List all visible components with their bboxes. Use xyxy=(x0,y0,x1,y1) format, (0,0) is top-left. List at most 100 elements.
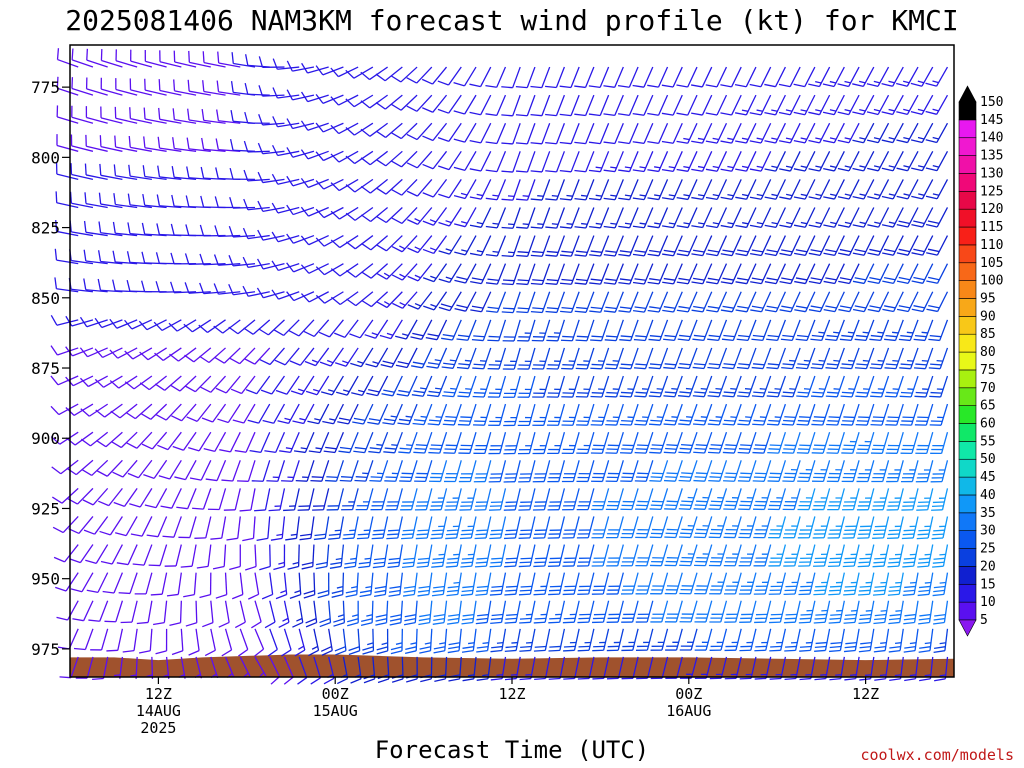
wind-barb xyxy=(933,628,949,654)
wind-barb xyxy=(456,347,477,370)
wind-barb xyxy=(264,431,286,454)
wind-barb xyxy=(68,516,94,535)
wind-barb xyxy=(359,572,374,598)
wind-barb xyxy=(308,431,330,454)
wind-barb xyxy=(301,544,315,570)
wind-barb xyxy=(109,318,138,329)
wind-barb xyxy=(215,375,241,394)
wind-barb xyxy=(392,291,418,309)
wind-barb xyxy=(202,51,226,68)
wind-barb xyxy=(459,488,477,511)
wind-barb xyxy=(707,347,728,370)
wind-barb xyxy=(648,319,669,342)
wind-barb xyxy=(460,544,477,568)
wind-barb xyxy=(764,235,786,257)
wind-barb xyxy=(604,319,624,342)
wind-barb xyxy=(735,122,757,144)
wind-barb xyxy=(257,200,285,212)
wind-barb xyxy=(375,66,403,82)
wind-barb xyxy=(605,375,624,398)
wind-barb xyxy=(214,196,241,209)
wind-barb xyxy=(559,179,580,201)
wind-barb xyxy=(156,223,182,237)
wind-barb xyxy=(867,207,890,228)
wind-barb xyxy=(793,66,816,88)
wind-barb xyxy=(606,656,624,680)
wind-barb xyxy=(216,80,241,96)
wind-barb xyxy=(100,77,123,96)
colorbar-swatch xyxy=(958,476,977,496)
wind-barb xyxy=(308,628,320,657)
wind-barb xyxy=(797,488,816,511)
wind-barb xyxy=(84,192,108,209)
wind-barb xyxy=(676,179,698,201)
wind-barb xyxy=(753,544,772,567)
wind-barb xyxy=(693,460,713,482)
wind-barb xyxy=(345,235,374,250)
colorbar-label: 40 xyxy=(980,488,996,503)
x-tick-label: 12Z xyxy=(498,685,525,703)
wind-barb xyxy=(827,544,845,568)
wind-barb xyxy=(458,432,477,454)
wind-barb xyxy=(160,488,182,509)
wind-barb xyxy=(530,151,551,173)
wind-barb xyxy=(869,319,890,342)
wind-barb xyxy=(391,94,418,111)
wind-barb xyxy=(50,403,79,416)
wind-barb xyxy=(576,403,595,426)
wind-barb xyxy=(244,111,270,124)
wind-barb xyxy=(794,263,816,285)
wind-barb xyxy=(355,488,374,511)
wind-barb xyxy=(825,319,845,342)
wind-barb xyxy=(900,403,919,426)
x-tick-label: 2025 xyxy=(140,719,176,737)
wind-barb xyxy=(691,207,713,229)
wind-barb xyxy=(86,48,108,68)
wind-barb xyxy=(199,572,212,599)
wind-barb xyxy=(501,66,521,89)
wind-barb xyxy=(735,179,757,200)
wind-barb xyxy=(94,317,123,329)
wind-barb xyxy=(502,347,521,370)
wind-barb xyxy=(901,488,919,511)
wind-barb xyxy=(254,488,271,512)
wind-barb xyxy=(99,135,123,152)
wind-barb xyxy=(793,122,816,144)
wind-barb xyxy=(262,403,286,424)
wind-barb xyxy=(618,207,639,229)
wind-barb xyxy=(380,347,403,368)
wind-barb xyxy=(678,375,698,398)
wind-barb xyxy=(708,544,728,567)
wind-barb xyxy=(474,488,492,511)
wind-barb xyxy=(768,516,787,539)
wind-barb xyxy=(518,572,536,596)
wind-barb xyxy=(867,235,890,256)
wind-barb xyxy=(871,488,890,511)
wind-barb xyxy=(445,544,462,568)
colorbar-label: 135 xyxy=(980,149,1003,164)
wind-barb xyxy=(605,488,624,511)
wind-barb xyxy=(896,151,919,172)
wind-barb xyxy=(828,572,845,596)
wind-barb xyxy=(603,207,624,229)
wind-barb xyxy=(207,488,227,511)
wind-barb xyxy=(345,94,374,108)
wind-barb xyxy=(79,347,108,358)
wind-barb xyxy=(92,656,109,680)
wind-barb xyxy=(476,656,492,681)
wind-barb xyxy=(829,656,845,681)
wind-barb xyxy=(913,319,934,342)
colorbar-label: 105 xyxy=(980,256,1003,271)
wind-barb xyxy=(838,235,860,256)
wind-barb xyxy=(124,319,153,330)
wind-barb xyxy=(170,281,197,294)
wind-barb xyxy=(647,207,669,229)
wind-barb xyxy=(752,431,772,454)
wind-barb xyxy=(634,431,654,454)
wind-barb xyxy=(330,235,359,249)
wind-barb xyxy=(750,263,772,285)
wind-barb xyxy=(736,347,757,370)
wind-barb xyxy=(228,319,256,335)
wind-barb xyxy=(899,375,919,398)
wind-barb xyxy=(663,431,683,454)
